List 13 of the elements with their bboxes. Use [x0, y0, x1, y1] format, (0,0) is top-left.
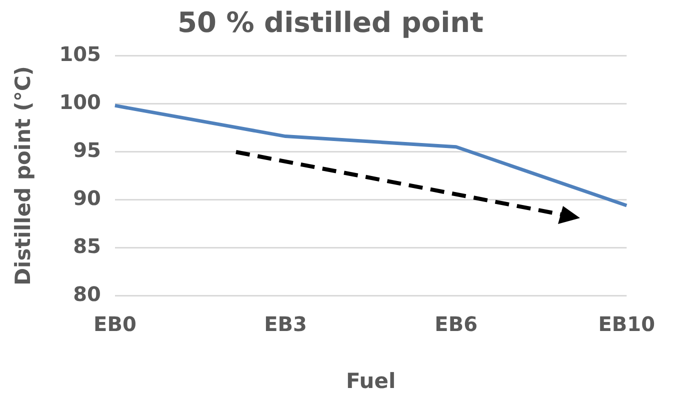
x-tick-label: EB3 [264, 312, 307, 336]
x-tick-label: EB6 [434, 312, 478, 336]
chart-title: 50 % distilled point [178, 6, 484, 40]
y-tick-label: 100 [59, 90, 101, 114]
y-tick-label: 85 [73, 234, 101, 258]
y-tick-label: 105 [59, 42, 101, 66]
y-tick-label: 90 [73, 186, 101, 210]
y-tick-label: 80 [73, 282, 101, 306]
x-axis-title: Fuel [346, 368, 396, 393]
y-tick-label: 95 [73, 138, 101, 162]
y-axis-title: Distilled point (°C) [11, 66, 36, 286]
x-tick-label: EB10 [598, 312, 656, 336]
x-tick-label: EB0 [94, 312, 136, 336]
